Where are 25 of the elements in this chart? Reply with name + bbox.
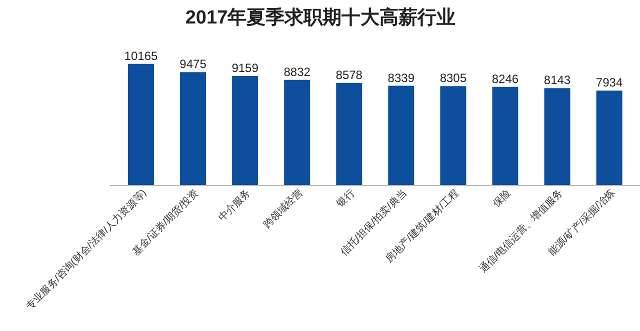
data-label: 9159	[232, 60, 259, 75]
bar	[180, 72, 206, 186]
data-label: 8578	[336, 68, 363, 82]
bar	[596, 90, 622, 186]
data-label: 8246	[492, 72, 519, 86]
data-label: 10165	[124, 48, 158, 63]
x-tick-label: 保险	[490, 186, 514, 210]
data-label: 8305	[440, 71, 467, 86]
bar	[440, 86, 466, 186]
data-label: 8143	[544, 73, 571, 88]
x-tick-label: 银行	[334, 188, 358, 210]
x-tick-label: 中介服务	[216, 186, 253, 224]
data-label: 8832	[284, 64, 311, 79]
bar	[232, 76, 258, 186]
bar	[128, 64, 154, 186]
bar	[388, 86, 414, 186]
bar	[336, 82, 362, 186]
data-label: 9475	[180, 57, 207, 72]
bar	[492, 86, 518, 186]
data-label: 8339	[388, 70, 415, 85]
x-tick-label: 跨领域经营	[261, 186, 305, 231]
bar	[544, 88, 570, 186]
data-label: 7934	[596, 76, 623, 90]
bar	[284, 80, 310, 186]
chart-title: 2017年夏季求职期十大高薪行业	[185, 6, 456, 28]
